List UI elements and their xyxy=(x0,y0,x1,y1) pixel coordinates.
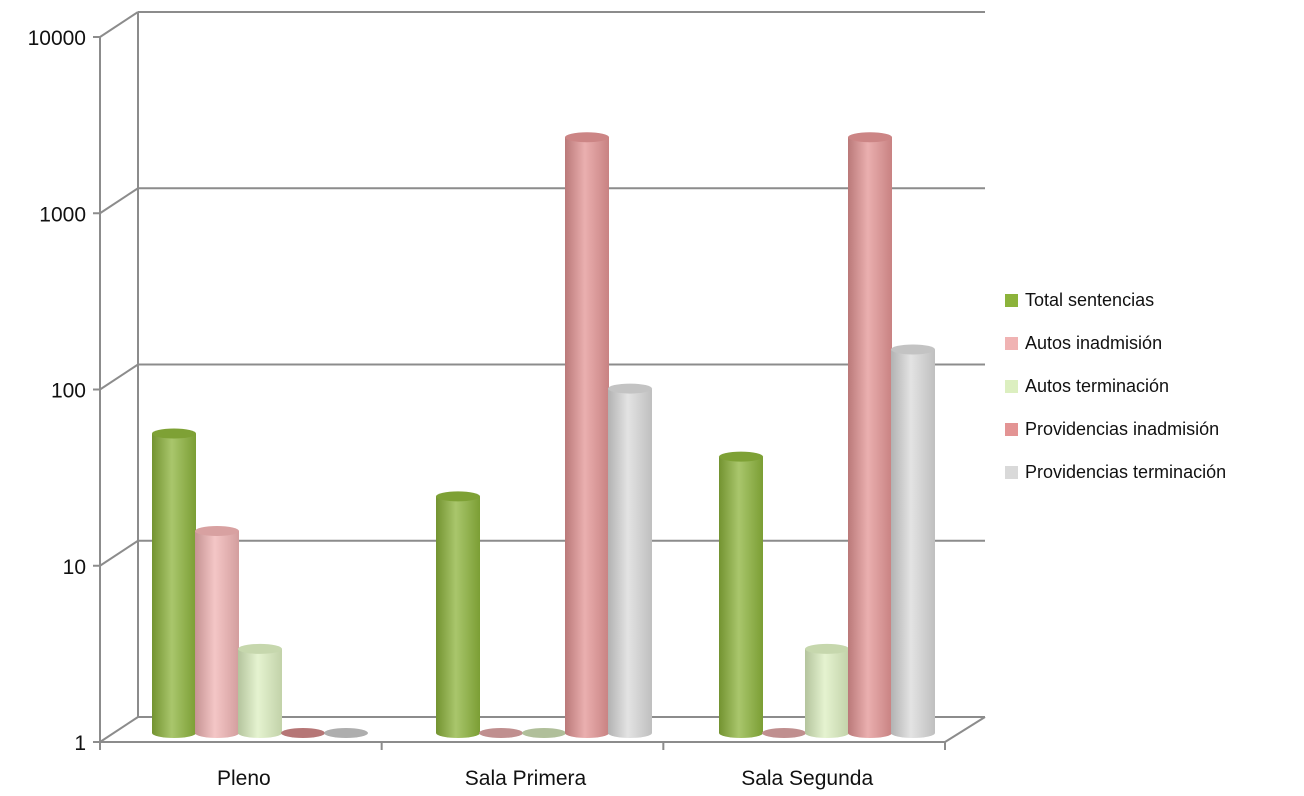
legend-swatch xyxy=(1005,337,1018,350)
bar-top xyxy=(608,383,652,394)
bar-disc xyxy=(522,728,566,738)
x-tick-label: Sala Primera xyxy=(465,767,587,790)
bar-body xyxy=(608,388,652,738)
bar-total-sentencias-sala-primera xyxy=(436,491,480,738)
y-axis-ticks: 1 10 100 1000 10000 xyxy=(28,27,86,755)
bar-body xyxy=(436,496,480,738)
side-gridline xyxy=(99,11,139,38)
bar-disc xyxy=(324,728,368,738)
bar-providencias-terminaci-n-sala-primera xyxy=(608,383,652,738)
bar-autos-inadmisi-n-sala-segunda xyxy=(762,728,806,738)
bar-top xyxy=(805,643,849,654)
side-gridline xyxy=(99,187,139,215)
bar-top xyxy=(848,132,892,143)
bar-body xyxy=(848,137,892,738)
legend-item: Autos terminación xyxy=(1005,376,1169,396)
bar-disc xyxy=(281,728,325,738)
bar-autos-terminaci-n-pleno xyxy=(238,643,282,738)
bar-body xyxy=(719,456,763,738)
legend-item: Autos inadmisión xyxy=(1005,333,1162,353)
bar-body xyxy=(195,530,239,738)
y-tick-label: 10000 xyxy=(28,27,86,50)
legend-item: Providencias inadmisión xyxy=(1005,419,1219,439)
bar-body xyxy=(891,349,935,738)
bar-top xyxy=(891,344,935,355)
legend-item: Providencias terminación xyxy=(1005,462,1226,482)
bar-autos-terminaci-n-sala-segunda xyxy=(805,643,849,738)
legend: Total sentencias Autos inadmisión Autos te… xyxy=(1005,290,1226,482)
legend-label: Providencias terminación xyxy=(1025,462,1226,482)
bar-top xyxy=(565,132,609,143)
bar-total-sentencias-pleno xyxy=(152,428,196,738)
legend-swatch xyxy=(1005,423,1018,436)
bar-autos-inadmisi-n-pleno xyxy=(195,525,239,738)
bar-body xyxy=(238,648,282,738)
bars xyxy=(152,132,935,738)
floor-right-edge xyxy=(944,716,986,743)
legend-label: Total sentencias xyxy=(1025,290,1154,310)
bar-providencias-terminaci-n-pleno xyxy=(324,728,368,738)
y-tick-label: 1 xyxy=(74,732,86,755)
bar-total-sentencias-sala-segunda xyxy=(719,451,763,738)
legend-label: Providencias inadmisión xyxy=(1025,419,1219,439)
side-gridline xyxy=(99,363,139,391)
bar-body xyxy=(565,137,609,738)
y-tick-label: 10 xyxy=(63,556,86,579)
legend-swatch xyxy=(1005,294,1018,307)
bar-autos-inadmisi-n-sala-primera xyxy=(479,728,523,738)
bar-disc xyxy=(762,728,806,738)
y-tick-label: 1000 xyxy=(39,203,86,226)
legend-swatch xyxy=(1005,380,1018,393)
bar-disc xyxy=(479,728,523,738)
x-axis-categories: Pleno Sala Primera Sala Segunda xyxy=(217,767,873,790)
bar-providencias-terminaci-n-sala-segunda xyxy=(891,344,935,738)
side-gridline xyxy=(99,716,139,743)
legend-label: Autos inadmisión xyxy=(1025,333,1162,353)
bar-top xyxy=(719,451,763,462)
bar-providencias-inadmisi-n-sala-primera xyxy=(565,132,609,738)
y-tick-label: 100 xyxy=(51,380,86,403)
bar-body xyxy=(805,648,849,738)
bar-providencias-inadmisi-n-pleno xyxy=(281,728,325,738)
bar-top xyxy=(238,643,282,654)
legend-item: Total sentencias xyxy=(1005,290,1154,310)
bar-top xyxy=(152,428,196,439)
side-gridline xyxy=(99,539,139,567)
x-tick-label: Sala Segunda xyxy=(741,767,873,790)
legend-swatch xyxy=(1005,466,1018,479)
legend-label: Autos terminación xyxy=(1025,376,1169,396)
bar-top xyxy=(195,525,239,536)
bar-providencias-inadmisi-n-sala-segunda xyxy=(848,132,892,738)
x-tick-label: Pleno xyxy=(217,767,271,790)
bar-body xyxy=(152,433,196,738)
bar-top xyxy=(436,491,480,502)
bar-autos-terminaci-n-sala-primera xyxy=(522,728,566,738)
